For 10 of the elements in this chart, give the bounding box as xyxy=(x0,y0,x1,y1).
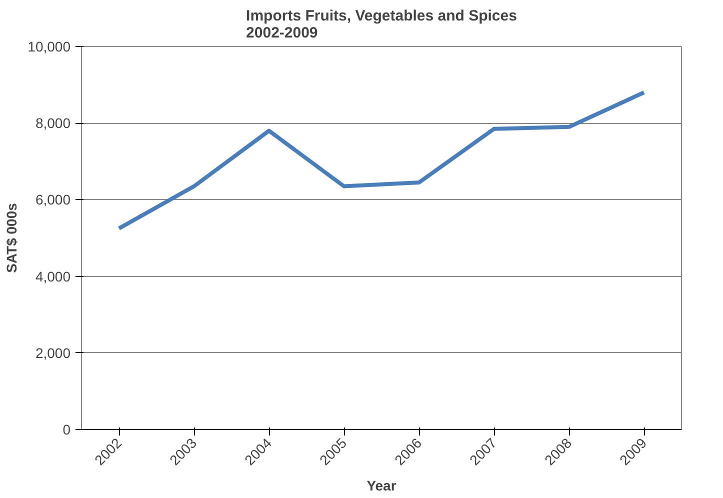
y-tick-label: 6,000 xyxy=(35,192,71,208)
y-axis-title: SAT$ 000s xyxy=(4,202,20,273)
y-tick-label: 0 xyxy=(62,422,71,438)
y-tick-label: 2,000 xyxy=(35,344,71,361)
chart-title: Imports Fruits, Vegetables and Spices 2002-2009 xyxy=(246,8,517,42)
x-axis-title: Year xyxy=(366,478,397,494)
y-tick-label: 10,000 xyxy=(28,38,71,54)
line-series xyxy=(117,90,646,230)
y-tick-label: 4,000 xyxy=(35,268,71,284)
y-tick-label: 8,000 xyxy=(35,115,71,132)
